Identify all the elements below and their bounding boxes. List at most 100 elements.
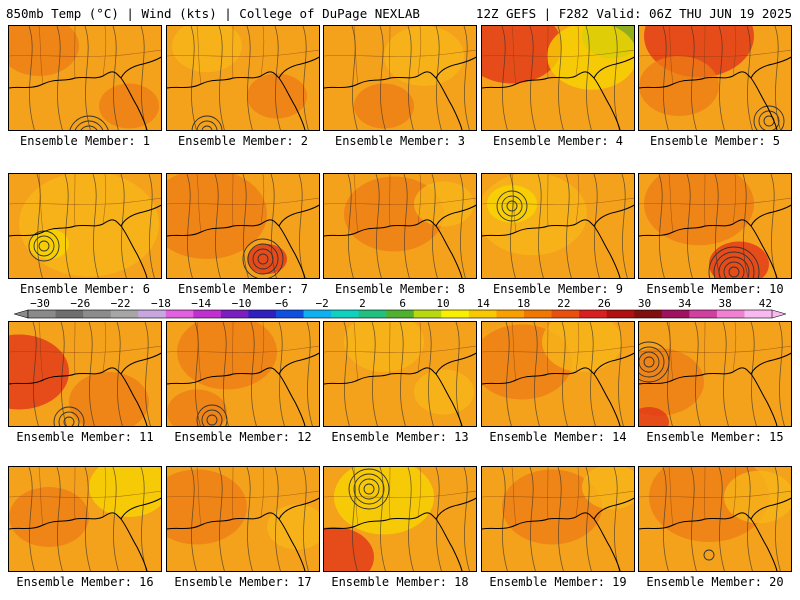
height-contour	[246, 467, 253, 571]
colorbar-swatch	[468, 310, 497, 318]
colorbar-tick-label: −22	[111, 298, 131, 310]
closed-contour	[53, 406, 85, 426]
temperature-map	[482, 174, 634, 278]
state-boundary	[639, 490, 791, 498]
state-boundary	[511, 322, 517, 381]
state-boundary	[102, 467, 107, 518]
height-contour	[371, 322, 378, 426]
temperature-map	[639, 322, 791, 426]
state-boundary	[417, 322, 422, 373]
colorbar-swatch	[689, 310, 718, 318]
coastline	[750, 56, 791, 79]
height-contour	[529, 26, 536, 130]
temperature-map	[482, 26, 634, 130]
run-valid-time: 12Z GEFS | F282 Valid: 06Z THU JUN 19 20…	[475, 6, 792, 21]
state-boundary	[324, 49, 476, 57]
ensemble-member-label: Ensemble Member: 2	[177, 134, 309, 148]
ensemble-member-label: Ensemble Member: 15	[646, 430, 784, 444]
height-contour	[690, 26, 697, 130]
height-contour	[662, 26, 669, 130]
closed-contour	[718, 256, 750, 278]
state-boundary	[260, 174, 265, 225]
height-contour	[190, 467, 197, 571]
temperature-map	[324, 322, 476, 426]
height-contour	[585, 467, 592, 571]
height-contour	[84, 467, 91, 571]
colorbar-swatch	[83, 310, 112, 318]
coastline	[593, 497, 634, 520]
coastline	[435, 497, 476, 520]
height-contour	[593, 174, 600, 278]
state-boundary	[324, 197, 476, 205]
colorbar-left-arrow	[14, 309, 29, 319]
temperature-shading	[644, 174, 754, 246]
colorbar-outline	[27, 309, 773, 319]
state-boundary	[196, 26, 202, 85]
colorbar-swatch	[524, 310, 553, 318]
colorbar-swatch	[441, 310, 470, 318]
state-boundary	[511, 467, 517, 526]
coastline	[639, 512, 778, 571]
height-contour	[742, 174, 749, 278]
height-contour	[565, 174, 572, 278]
temperature-shading	[482, 26, 562, 84]
colorbar-swatch	[716, 310, 745, 318]
height-contour	[589, 322, 596, 426]
ensemble-member-label: Ensemble Member: 5	[649, 134, 781, 148]
temperature-shading	[414, 181, 474, 227]
state-boundary	[102, 26, 107, 77]
colorbar-swatch	[358, 310, 387, 318]
coastline	[167, 367, 306, 426]
coastline	[750, 204, 791, 227]
state-boundary	[324, 345, 476, 353]
coastline	[750, 497, 791, 520]
state-boundary	[102, 322, 107, 373]
height-contour	[455, 322, 462, 426]
coastline	[750, 352, 791, 375]
closed-contour	[38, 240, 50, 252]
height-contour	[463, 467, 470, 571]
state-boundary	[167, 345, 319, 353]
coastline	[278, 352, 319, 375]
height-contour	[64, 174, 71, 278]
colorbar-tick-label: −26	[70, 298, 90, 310]
ensemble-map-panel	[638, 321, 792, 427]
temperature-map	[167, 174, 319, 278]
state-boundary	[260, 322, 265, 373]
height-contour	[246, 26, 253, 130]
coastline	[639, 219, 778, 278]
height-contour	[56, 26, 63, 130]
height-contour	[375, 174, 382, 278]
colorbar-swatch	[193, 310, 222, 318]
colorbar-tick-label: 6	[399, 298, 406, 310]
coastline	[324, 512, 463, 571]
state-boundary	[324, 490, 476, 498]
height-contour	[274, 26, 281, 130]
ensemble-map-panel	[481, 173, 635, 279]
coastline	[9, 71, 148, 130]
temperature-shading	[167, 469, 247, 545]
height-contour	[613, 26, 620, 130]
coastline	[639, 367, 778, 426]
coastline	[593, 56, 634, 79]
temperature-map	[324, 26, 476, 130]
state-boundary	[9, 490, 161, 498]
height-contour	[92, 174, 99, 278]
colorbar-tick-label: 18	[517, 298, 530, 310]
height-contour	[274, 467, 281, 571]
colorbar-tick-label: 26	[598, 298, 611, 310]
colorbar-swatch	[165, 310, 194, 318]
closed-contour	[358, 478, 380, 500]
colorbar-swatch	[303, 310, 332, 318]
state-boundary	[575, 322, 580, 373]
coastline	[324, 219, 463, 278]
ensemble-member-label: Ensemble Member: 9	[492, 282, 624, 296]
height-contour	[36, 174, 43, 278]
coastline	[435, 352, 476, 375]
height-contour	[463, 26, 470, 130]
height-contour	[537, 174, 544, 278]
height-contour	[242, 174, 249, 278]
temperature-shading	[547, 26, 634, 90]
ensemble-map-panel	[323, 25, 477, 131]
coastline	[435, 56, 476, 79]
